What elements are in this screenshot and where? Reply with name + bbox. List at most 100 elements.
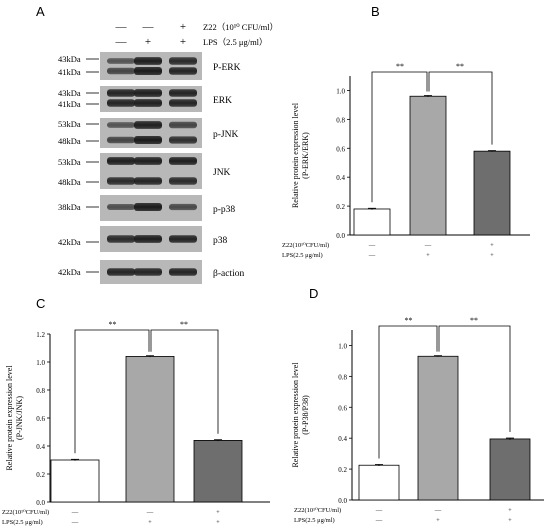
significance-bracket — [150, 329, 219, 434]
y-tick-label: 0.8 — [338, 373, 347, 381]
y-tick-label: 1.0 — [36, 359, 45, 367]
y-axis-label-line2: (P-ERK/ERK) — [301, 132, 310, 179]
blot-label: JNK — [213, 168, 231, 178]
bar — [358, 464, 400, 501]
y-tick-label: 0.2 — [338, 466, 347, 474]
kda-marker: 53kDa — [58, 157, 81, 167]
y-tick-label: 0.2 — [336, 203, 345, 211]
lps-sign: — — [71, 519, 79, 526]
bar — [489, 438, 531, 501]
kda-marker: 38kDa — [58, 202, 81, 212]
panel-letter-d: D — [309, 286, 319, 301]
y-axis-label-line1: Relative protein expression level — [5, 365, 14, 471]
significance-bracket — [371, 71, 428, 203]
protein-band — [107, 157, 135, 165]
protein-band — [134, 157, 162, 165]
blot-label: p-p38 — [213, 205, 235, 215]
kda-marker: 41kDa — [58, 67, 81, 77]
significance-mark: ** — [405, 316, 413, 325]
z22-sign: + — [508, 507, 512, 514]
kda-marker: 43kDa — [58, 54, 81, 64]
z22-sign: + — [490, 242, 494, 249]
protein-band — [107, 136, 135, 144]
bar — [409, 95, 447, 236]
kda-marker: 48kDa — [58, 177, 81, 187]
significance-bracket — [438, 325, 511, 433]
z22-condition-label: Z22(10¹⁰CFU/ml) — [282, 242, 329, 249]
y-tick-label: 0.0 — [336, 232, 345, 240]
protein-band — [134, 89, 162, 97]
protein-band — [134, 67, 162, 75]
y-tick-label: 0.6 — [336, 145, 345, 153]
blot-label: p-JNK — [213, 130, 238, 140]
bar — [50, 459, 100, 503]
bar — [193, 440, 243, 503]
protein-band — [107, 89, 135, 97]
y-tick-label: 0.4 — [336, 174, 345, 182]
protein-band — [107, 235, 135, 243]
kda-marker: 42kDa — [58, 267, 81, 277]
protein-band — [107, 268, 135, 276]
lps-sign: + — [145, 36, 151, 48]
western-blot-panel: — — + — + + Z22（10¹⁰ CFU/ml） LPS（2.5 μg/ml） P-ER… — [58, 21, 278, 284]
bar — [353, 208, 391, 236]
significance-mark: ** — [180, 320, 188, 329]
lps-header-label: LPS（2.5 μg/ml） — [203, 37, 268, 47]
z22-condition-label: Z22(10¹⁰CFU/ml) — [2, 509, 49, 516]
bar — [125, 356, 175, 503]
z22-sign: — — [368, 242, 376, 249]
lps-sign: — — [115, 36, 128, 48]
protein-band — [169, 177, 197, 185]
panel-letter-c: C — [36, 296, 46, 311]
y-tick-label: 0.2 — [36, 471, 45, 479]
y-tick-label: 0.4 — [338, 435, 347, 443]
y-tick-label: 1.0 — [338, 342, 347, 350]
y-axis-label: Relative protein expression level (P-JNK/… — [5, 365, 24, 471]
significance-mark: ** — [456, 62, 464, 71]
lps-sign: + — [180, 36, 186, 48]
y-axis-label-line1: Relative protein expression level — [291, 102, 300, 208]
protein-band — [107, 99, 135, 107]
protein-band — [169, 235, 197, 243]
blot-membrane — [100, 52, 202, 80]
protein-band — [134, 99, 162, 107]
protein-band — [169, 99, 197, 107]
protein-band — [169, 89, 197, 97]
y-tick-label: 0.8 — [36, 387, 45, 395]
significance-bracket — [428, 71, 493, 145]
protein-band — [169, 67, 197, 75]
y-tick-label: 1.2 — [36, 331, 45, 339]
y-tick-label: 0.4 — [36, 443, 45, 451]
protein-band — [107, 58, 135, 64]
z22-sign: + — [216, 509, 220, 516]
protein-band — [134, 57, 162, 65]
y-axis-label-line1: Relative protein expression level — [291, 362, 300, 468]
kda-marker: 41kDa — [58, 99, 81, 109]
protein-band — [134, 203, 162, 211]
protein-band — [169, 136, 197, 144]
blot-label: ERK — [213, 96, 232, 106]
protein-band — [134, 136, 162, 144]
lps-condition-label: LPS(2.5 μg/ml) — [282, 252, 323, 259]
protein-band — [169, 268, 197, 276]
bar — [417, 355, 459, 501]
lps-sign: + — [148, 519, 152, 526]
lps-sign: + — [490, 252, 494, 259]
protein-band — [169, 57, 197, 65]
lps-sign: + — [426, 252, 430, 259]
protein-band — [107, 204, 135, 210]
y-tick-label: 1.0 — [336, 87, 345, 95]
kda-marker: 53kDa — [58, 119, 81, 129]
y-axis-label: Relative protein expression level (P-P38/… — [291, 362, 310, 468]
z22-sign: + — [180, 21, 186, 33]
protein-band — [169, 203, 197, 211]
kda-marker: 42kDa — [58, 237, 81, 247]
chart-p-jnk-jnk: 0.0 0.2 0.4 0.6 0.8 1.0 1.2 Relative protein ex… — [2, 320, 270, 526]
protein-band — [107, 122, 135, 128]
panel-letter-a: A — [36, 4, 45, 19]
protein-band — [169, 121, 197, 129]
y-tick-label: 0.6 — [36, 415, 45, 423]
protein-band — [107, 67, 135, 75]
z22-sign: — — [434, 507, 442, 514]
blot-label: p38 — [213, 236, 228, 246]
